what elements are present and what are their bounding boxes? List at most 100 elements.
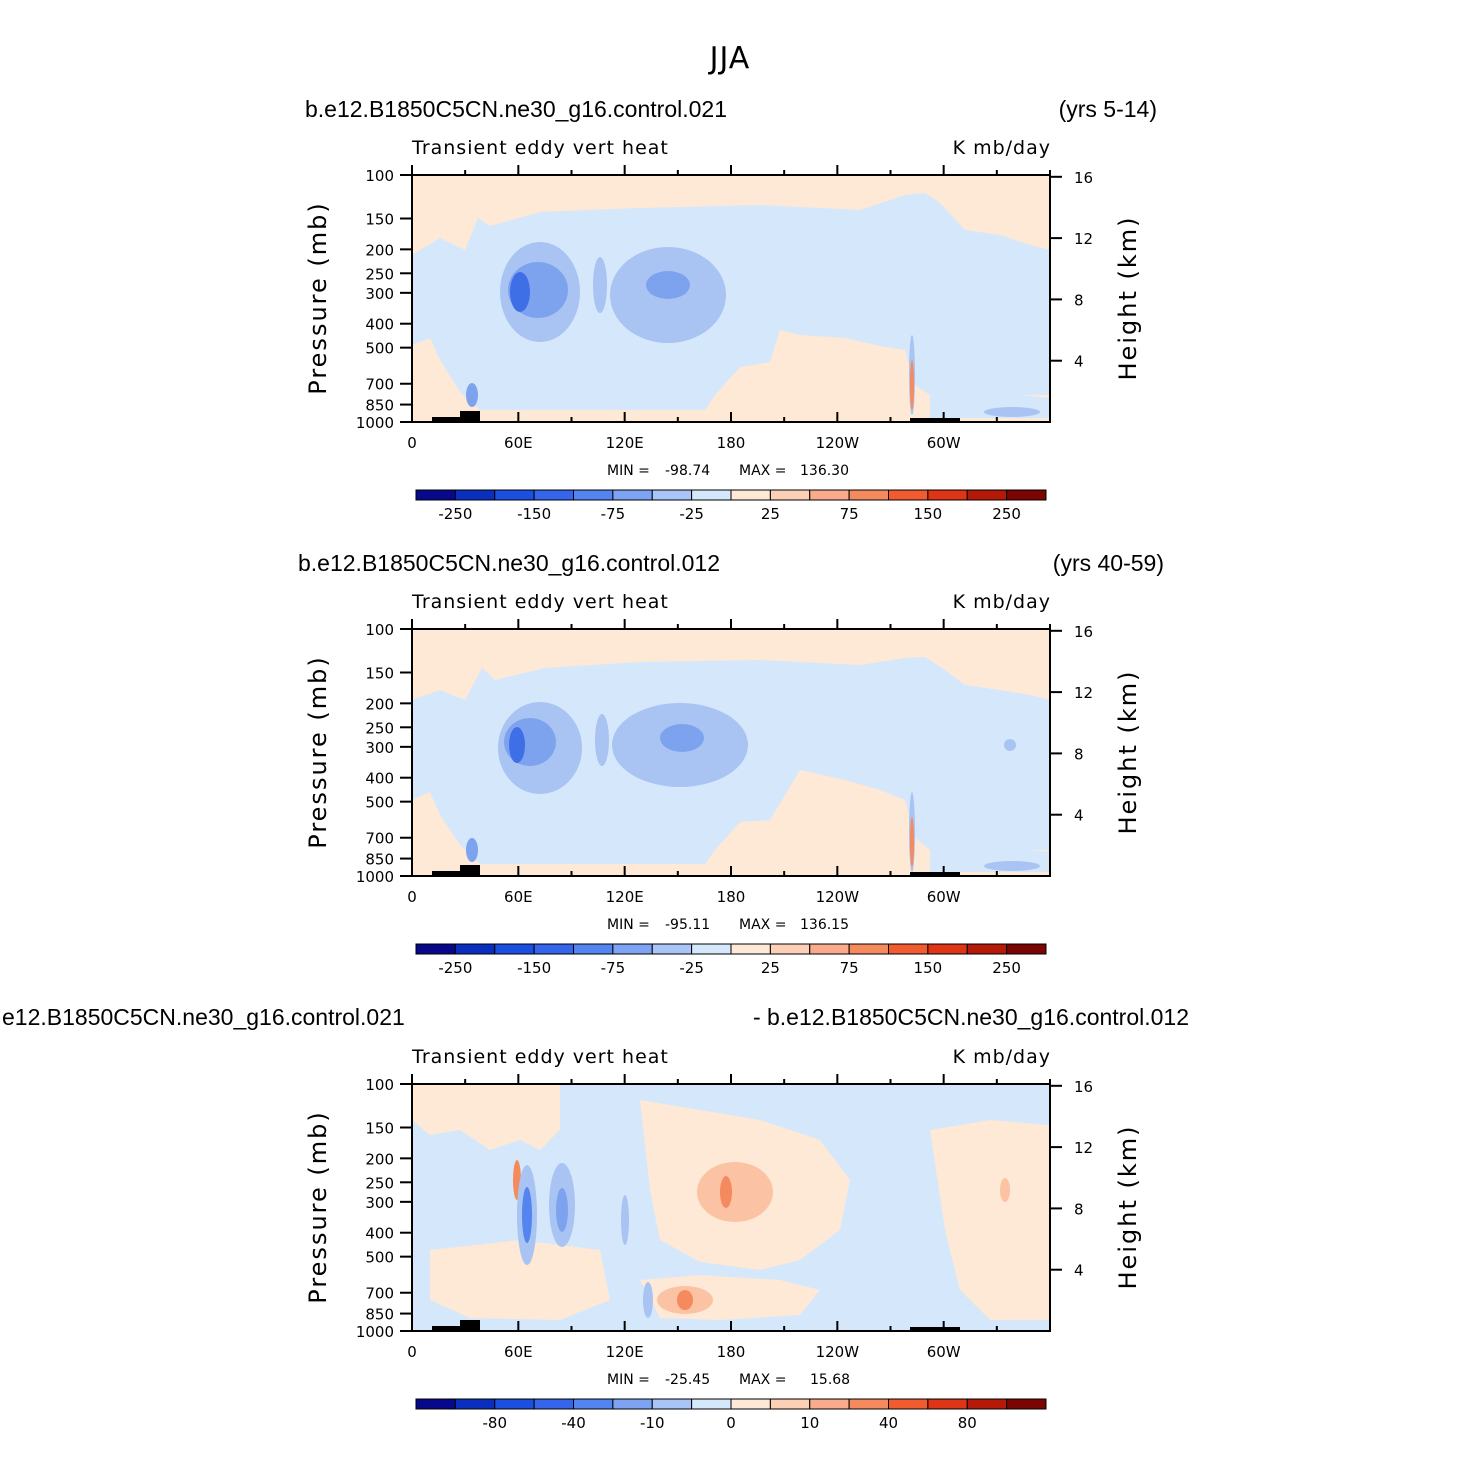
panel-2-ylabel: Pressure (mb) bbox=[304, 655, 332, 848]
panel-1-title: Transient eddy vert heat bbox=[411, 137, 669, 159]
colorbar-swatch bbox=[494, 943, 535, 955]
contour-blue-lowlevel-blob bbox=[466, 383, 478, 407]
colorbar-label: 250 bbox=[992, 959, 1021, 977]
y-right-tick-label: 16 bbox=[1074, 169, 1093, 187]
y-tick-label: 150 bbox=[365, 664, 394, 682]
colorbar-swatch bbox=[927, 1398, 968, 1410]
x-tick-label: 0 bbox=[407, 888, 417, 906]
colorbar-swatch bbox=[494, 489, 535, 501]
y-tick-label: 500 bbox=[365, 340, 394, 358]
contour-light-orange-patch-low-left bbox=[412, 792, 480, 864]
colorbar-swatch bbox=[612, 489, 653, 501]
y-tick-label: 850 bbox=[365, 851, 394, 869]
contour-mid-blue-small-1 bbox=[621, 1195, 629, 1245]
colorbar-swatch bbox=[888, 1398, 929, 1410]
panel-2-units: K mb/day bbox=[953, 591, 1051, 613]
panel-2-field bbox=[412, 629, 1050, 876]
x-tick-label: 120W bbox=[816, 888, 860, 906]
panel-3-min-label: MIN = bbox=[607, 1372, 650, 1388]
y-tick-label: 250 bbox=[365, 719, 394, 737]
contour-orange-small-right bbox=[1000, 1178, 1010, 1202]
colorbar-swatch bbox=[1006, 943, 1047, 955]
panel-3-colorbar: -80 -40 -10 0 10 40 80 bbox=[415, 1398, 1047, 1432]
panel-2-y-axis-right: 16 12 8 4 bbox=[1050, 623, 1093, 825]
colorbar-swatch bbox=[966, 489, 1008, 501]
y-tick-label: 200 bbox=[365, 1150, 394, 1168]
y-tick-label: 150 bbox=[365, 1119, 394, 1137]
panel-3-ylabel: Pressure (mb) bbox=[304, 1110, 332, 1303]
y-tick-label: 300 bbox=[365, 1194, 394, 1212]
panel-2-header-left: b.e12.B1850C5CN.ne30_g16.control.012 bbox=[298, 550, 720, 576]
colorbar-swatch bbox=[1006, 489, 1047, 501]
panel-3-max-value: 15.68 bbox=[810, 1372, 850, 1388]
panel-3-y-axis-right: 16 12 8 4 bbox=[1050, 1078, 1093, 1280]
colorbar-label: -250 bbox=[438, 505, 472, 523]
colorbar-swatch bbox=[651, 943, 693, 955]
y-tick-label: 850 bbox=[365, 397, 394, 415]
y-right-tick-label: 8 bbox=[1074, 291, 1084, 309]
panel-1-field bbox=[412, 175, 1050, 422]
contour-blue-pacific bbox=[646, 271, 690, 299]
panel-2-ylabel-right: Height (km) bbox=[1114, 670, 1142, 835]
panel-2-title: Transient eddy vert heat bbox=[411, 591, 669, 613]
panel-1-ylabel-right: Height (km) bbox=[1114, 216, 1142, 381]
contour-light-orange-right bbox=[930, 1120, 1050, 1320]
y-tick-label: 150 bbox=[365, 210, 394, 228]
contour-blue-left bbox=[522, 1187, 532, 1243]
colorbar-label: -25 bbox=[679, 959, 704, 977]
colorbar-label: -150 bbox=[517, 505, 551, 523]
colorbar-label: 40 bbox=[879, 1414, 898, 1432]
colorbar-swatch bbox=[415, 489, 456, 501]
y-tick-label: 1000 bbox=[356, 1323, 394, 1341]
colorbar-label: -75 bbox=[601, 959, 626, 977]
y-tick-label: 700 bbox=[365, 376, 394, 394]
y-tick-label: 300 bbox=[365, 739, 394, 757]
x-tick-label: 120W bbox=[816, 1343, 860, 1361]
x-tick-label: 180 bbox=[717, 888, 746, 906]
contour-mid-blue-low-right bbox=[984, 861, 1040, 871]
x-tick-label: 60W bbox=[927, 434, 961, 452]
colorbar-label: 25 bbox=[761, 505, 780, 523]
colorbar-label: -25 bbox=[679, 505, 704, 523]
contour-orange-andes-spike bbox=[910, 817, 914, 867]
x-tick-label: 180 bbox=[717, 434, 746, 452]
colorbar-swatch bbox=[415, 1398, 456, 1410]
y-right-tick-label: 12 bbox=[1074, 230, 1093, 248]
colorbar-swatch bbox=[927, 489, 968, 501]
x-tick-label: 0 bbox=[407, 434, 417, 452]
contour-light-orange-upper-left bbox=[412, 1084, 560, 1150]
contour-blue-right bbox=[556, 1188, 568, 1232]
colorbar-label: 150 bbox=[914, 505, 943, 523]
y-right-tick-label: 4 bbox=[1074, 353, 1084, 371]
colorbar-label: -40 bbox=[561, 1414, 586, 1432]
panel-3-field bbox=[412, 1084, 1050, 1331]
contour-deep-blue-eurasia bbox=[509, 727, 525, 763]
colorbar-label: 250 bbox=[992, 505, 1021, 523]
contour-orange-central bbox=[697, 1162, 773, 1222]
colorbar-swatch bbox=[454, 943, 496, 955]
y-right-tick-label: 8 bbox=[1074, 1200, 1084, 1218]
colorbar-label: 150 bbox=[914, 959, 943, 977]
colorbar-swatch bbox=[691, 489, 732, 501]
colorbar-swatch bbox=[927, 943, 968, 955]
y-tick-label: 100 bbox=[365, 621, 394, 639]
colorbar-label: -80 bbox=[483, 1414, 508, 1432]
y-tick-label: 500 bbox=[365, 1249, 394, 1267]
panel-2-max-value: 136.15 bbox=[800, 917, 849, 933]
colorbar-swatch bbox=[691, 943, 732, 955]
panel-3-units: K mb/day bbox=[953, 1046, 1051, 1068]
contour-deep-blue-eurasia bbox=[510, 272, 530, 312]
panel-1-y-axis-right: 16 12 8 4 bbox=[1050, 169, 1093, 371]
panel-2-max-label: MAX = bbox=[739, 917, 786, 933]
panel-1-min-value: -98.74 bbox=[665, 463, 710, 479]
y-tick-label: 400 bbox=[365, 1225, 394, 1243]
y-tick-label: 500 bbox=[365, 794, 394, 812]
contour-mid-blue-sliver bbox=[595, 714, 609, 766]
panel-1-min-label: MIN = bbox=[607, 463, 650, 479]
colorbar-label: -150 bbox=[517, 959, 551, 977]
colorbar-swatch bbox=[730, 1398, 771, 1410]
colorbar-swatch bbox=[888, 943, 929, 955]
